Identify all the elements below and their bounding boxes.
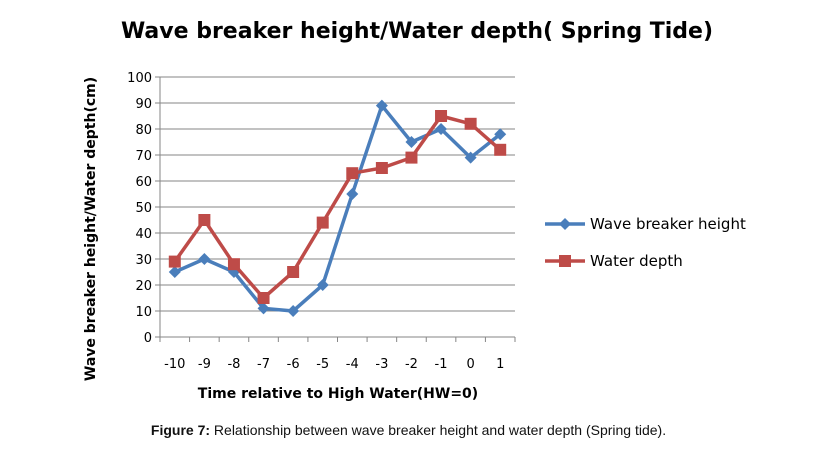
data-point — [405, 136, 418, 148]
y-tick-label: 30 — [135, 253, 152, 268]
series-2 — [168, 110, 507, 304]
y-tick-label: 40 — [135, 227, 152, 242]
y-tick-label: 0 — [144, 331, 152, 346]
x-tick-label: -7 — [257, 357, 270, 372]
data-point — [168, 266, 181, 278]
data-point — [168, 255, 181, 268]
x-tick-label: -2 — [405, 357, 418, 372]
y-tick-label: 50 — [135, 201, 152, 216]
y-tick-label: 10 — [135, 305, 152, 320]
x-tick-label: 1 — [496, 357, 504, 372]
y-tick-label: 70 — [135, 149, 152, 164]
y-tick-label: 20 — [135, 279, 152, 294]
chart-title: Wave breaker height/Water depth( Spring … — [121, 19, 713, 44]
x-tick-label: -9 — [198, 357, 211, 372]
chart-axes — [159, 77, 516, 342]
x-tick-label: -10 — [164, 357, 185, 372]
series-line — [174, 103, 502, 313]
y-tick-label: 60 — [135, 175, 152, 190]
data-point — [464, 151, 477, 164]
caption-prefix: Figure 7: — [150, 422, 211, 438]
y-tick-label: 90 — [135, 97, 152, 112]
y-axis-label: Wave breaker height/Water depth(cm) — [83, 77, 99, 381]
data-point — [287, 266, 300, 278]
legend-label: Wave breaker height — [590, 215, 746, 233]
data-point — [257, 302, 270, 315]
data-point — [435, 110, 448, 122]
data-point — [375, 162, 388, 174]
data-point — [464, 117, 477, 130]
x-tick-label: -4 — [346, 357, 359, 372]
chart-legend: Wave breaker height Water depth — [545, 215, 746, 270]
x-tick-label: 0 — [466, 357, 474, 372]
data-point — [435, 123, 448, 135]
data-point — [198, 214, 211, 226]
x-tick-label: -6 — [287, 357, 300, 372]
chart: Wave breaker height/Water depth( Spring … — [83, 19, 746, 402]
legend-label: Water depth — [590, 252, 683, 270]
figure-caption: Figure 7: Relationship between wave brea… — [0, 422, 817, 438]
data-point — [198, 253, 211, 265]
x-tick-label: -8 — [227, 357, 240, 372]
data-point — [316, 279, 329, 291]
y-tick-label: 80 — [135, 123, 152, 138]
data-point — [346, 188, 359, 200]
data-point — [287, 305, 300, 317]
data-point — [375, 99, 388, 112]
series-1 — [168, 99, 507, 317]
chart-series — [168, 99, 507, 317]
data-point — [227, 258, 240, 271]
legend-marker — [559, 218, 571, 230]
legend-item: Wave breaker height — [545, 215, 746, 233]
data-point — [316, 216, 329, 229]
legend-marker — [559, 255, 571, 267]
x-tick-label: -3 — [375, 357, 388, 372]
caption-text: Relationship between wave breaker height… — [210, 422, 667, 438]
data-point — [405, 151, 418, 164]
y-tick-label: 100 — [127, 71, 152, 86]
data-point — [494, 128, 507, 141]
data-point — [346, 167, 359, 180]
data-point — [257, 292, 270, 304]
x-tick-labels: -10 -9 -8 -7 -6 -5 -4 -3 -2 -1 0 1 — [164, 357, 504, 372]
data-point — [494, 143, 507, 156]
y-tick-labels: 0 10 20 30 40 50 60 70 80 90 100 — [127, 71, 152, 346]
x-tick-label: -1 — [435, 357, 448, 372]
chart-grid — [155, 76, 515, 338]
legend-item: Water depth — [545, 252, 683, 270]
x-tick-label: -5 — [316, 357, 329, 372]
x-axis-label: Time relative to High Water(HW=0) — [198, 386, 478, 402]
